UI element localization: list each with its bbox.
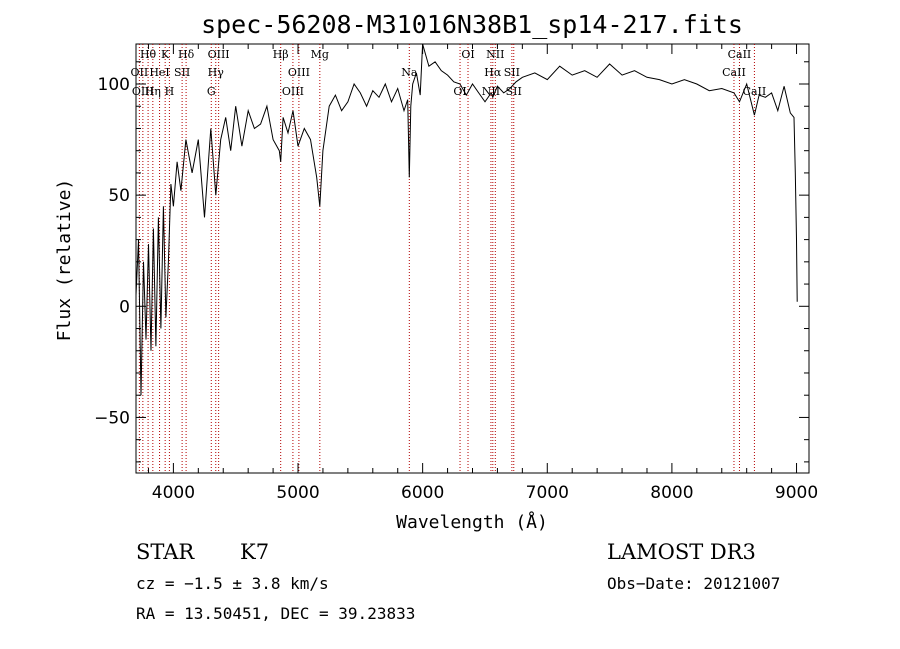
line-label: NII [486, 48, 504, 61]
line-label: OI [453, 85, 466, 98]
y-axis-label: Flux (relative) [54, 179, 75, 342]
line-label: OIII [282, 85, 304, 98]
x-tick-label: 9000 [775, 483, 818, 503]
line-label: H [165, 85, 175, 98]
spectral-line-markers [138, 44, 755, 473]
line-label: Hα [484, 66, 502, 79]
axis-ticks [136, 44, 809, 473]
line-label: Hγ [208, 66, 225, 79]
line-label: Hη [145, 85, 161, 98]
object-class: STAR [136, 540, 195, 564]
chart-title: spec-56208-M31016N38B1_sp14-217.fits [201, 10, 743, 39]
line-label: G [207, 85, 216, 98]
spectrum-line [135, 43, 798, 396]
line-label: HeI [149, 66, 169, 79]
y-tick-label: 50 [108, 186, 130, 206]
survey-name: LAMOST DR3 [607, 540, 756, 564]
line-label: Na [401, 66, 418, 79]
line-label: OIII [132, 85, 154, 98]
line-label: OIII [208, 48, 230, 61]
line-label: OII [131, 66, 149, 79]
x-tick-label: 4000 [152, 483, 195, 503]
y-tick-label: −50 [94, 408, 130, 428]
y-tick-label: 0 [119, 297, 130, 317]
line-label: Mg [311, 48, 329, 61]
line-label: OIII [288, 66, 310, 79]
line-label: Hδ [178, 48, 195, 61]
redshift-readout: cz = −1.5 ± 3.8 km/s [136, 574, 329, 593]
x-axis-label: Wavelength (Å) [396, 511, 548, 533]
line-label: SII [504, 66, 520, 79]
line-label: OI [461, 48, 474, 61]
spectral-line-labels: HθOIIOIIIKHeIHηHδSIIHOIIIHγGHβOIIIOIIIMg… [131, 48, 767, 98]
object-subclass: K7 [240, 540, 270, 564]
line-label: SII [174, 66, 190, 79]
plot-frame [135, 43, 810, 474]
axis-tick-labels: 4000 5000 6000 7000 8000 9000 −50 0 50 100 [94, 75, 818, 503]
x-tick-label: 5000 [276, 483, 319, 503]
line-label: SII [506, 85, 522, 98]
sky-coordinates: RA = 13.50451, DEC = 39.23833 [136, 604, 416, 623]
x-tick-label: 6000 [401, 483, 444, 503]
line-label: CaII [728, 48, 752, 61]
observation-date: Obs−Date: 20121007 [607, 574, 781, 593]
x-tick-label: 7000 [526, 483, 569, 503]
line-label: Hβ [273, 48, 289, 61]
x-tick-label: 8000 [650, 483, 693, 503]
line-label: CaII [722, 66, 746, 79]
line-label: CaII [743, 85, 767, 98]
line-label: K [161, 48, 170, 61]
y-tick-label: 100 [98, 75, 130, 95]
line-label: Hθ [140, 48, 157, 61]
line-label: NII [482, 85, 500, 98]
